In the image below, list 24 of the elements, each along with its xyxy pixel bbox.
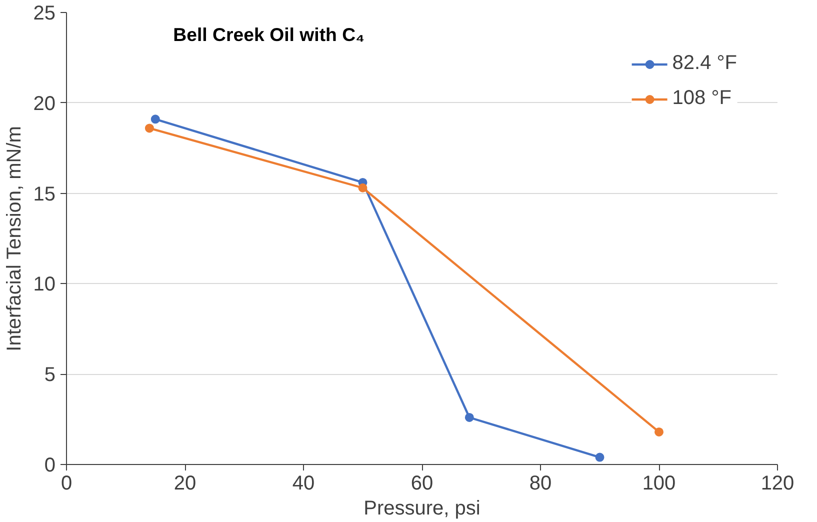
point <box>144 124 154 133</box>
x-tick-label: 60 <box>410 472 434 494</box>
point <box>595 452 604 462</box>
x-tick-label: 80 <box>529 472 552 494</box>
point <box>150 114 160 124</box>
y-tick-label: 5 <box>44 364 56 386</box>
x-tick-label: 0 <box>60 472 72 494</box>
point <box>358 183 368 192</box>
legend-label: 108 °F <box>672 87 732 110</box>
y-tick-label: 20 <box>33 92 56 115</box>
point <box>464 413 474 422</box>
x-tick-label: 100 <box>642 472 676 494</box>
y-tick-label: 0 <box>44 454 56 476</box>
y-tick-label: 10 <box>33 274 56 296</box>
y-tick-label: 25 <box>33 2 56 24</box>
point <box>654 427 664 436</box>
x-tick-label: 120 <box>760 472 794 494</box>
text: Bell Creek Oil with C₄ <box>173 24 365 46</box>
x-tick-label: 40 <box>292 472 315 494</box>
y-tick-label: 15 <box>33 183 56 206</box>
x-tick-label: 20 <box>174 472 196 494</box>
x-axis-title: Pressure, psi <box>364 498 480 520</box>
legend-label: 82.4 °F <box>672 52 737 75</box>
y-axis-title: Interfacial Tension, mN/m <box>3 126 26 352</box>
